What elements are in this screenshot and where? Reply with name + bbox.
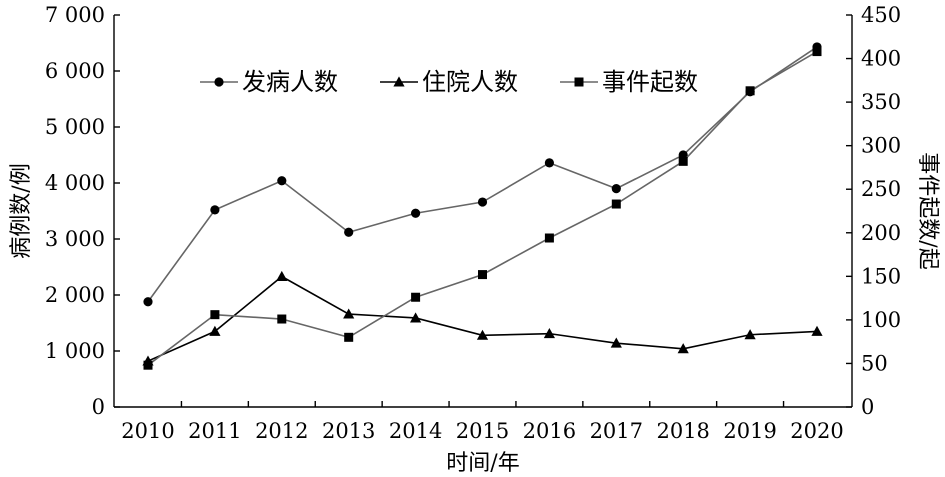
series-line	[147, 275, 818, 362]
data-point-circle	[544, 158, 555, 168]
data-point-circle	[143, 297, 153, 307]
data-point-circle	[277, 176, 287, 186]
y-left-tick-label: 6 000	[45, 59, 105, 83]
legend-marker-triangle	[393, 76, 405, 87]
x-tick-label: 2015	[456, 419, 509, 443]
x-axis-title: 时间/年	[446, 451, 519, 476]
data-point-square	[277, 314, 287, 324]
data-point-square	[611, 199, 621, 209]
x-tick-label: 2016	[523, 419, 576, 443]
y-left-tick-label: 4 000	[45, 171, 105, 195]
data-point-circle	[611, 184, 621, 194]
data-point-circle	[477, 197, 488, 207]
y-left-tick-label: 7 000	[45, 3, 105, 27]
y-right-tick-label: 150	[861, 264, 901, 288]
axes: 0 1 000 2 000 3 000 4 000 5 000 6 000 7 000 0 50 1…	[9, 3, 940, 476]
data-point-triangle	[744, 329, 756, 340]
data-point-triangle	[476, 329, 489, 340]
y-right-tick-label: 350	[861, 90, 901, 114]
data-point-square	[344, 332, 354, 342]
legend-item: 事件起数	[560, 68, 698, 96]
series-1	[142, 270, 823, 366]
data-point-triangle	[811, 325, 823, 336]
y-axis-left-title: 病例数/例	[9, 163, 34, 258]
y-right-tick-label: 300	[861, 134, 901, 158]
x-tick-label: 2017	[590, 419, 643, 443]
data-point-square	[411, 292, 421, 302]
x-tick-label: 2020	[790, 419, 843, 443]
x-tick-label: 2018	[656, 419, 709, 443]
y-left-tick-label: 2 000	[45, 283, 105, 307]
series-line	[147, 50, 818, 366]
y-right-tick-label: 250	[861, 177, 901, 201]
data-point-triangle	[677, 343, 689, 354]
y-right-tick-label: 100	[861, 308, 901, 332]
y-left-tick-label: 3 000	[45, 227, 105, 251]
legend-label: 事件起数	[602, 68, 698, 96]
y-left-tick-label: 0	[92, 395, 105, 419]
legend-marker-square	[574, 77, 584, 87]
data-point-square	[143, 360, 153, 370]
data-point-square	[478, 270, 487, 280]
x-tick-label: 2010	[121, 419, 174, 443]
x-tick-label: 2019	[723, 419, 776, 443]
y-right-tick-label: 200	[861, 221, 901, 245]
legend-item: 住院人数	[380, 68, 518, 96]
y-right-tick-label: 400	[861, 47, 901, 71]
data-point-triangle	[610, 337, 622, 348]
x-tick-label: 2013	[322, 419, 375, 443]
data-point-circle	[411, 208, 421, 218]
x-tick-label: 2012	[255, 419, 308, 443]
legend-marker-circle	[214, 77, 224, 87]
data-point-square	[745, 86, 755, 96]
y-right-tick-label: 450	[861, 3, 901, 27]
series-2	[143, 47, 822, 370]
x-tick-label: 2011	[188, 419, 241, 443]
y-axis-right-title: 事件起数/起	[915, 152, 940, 269]
y-left-tick-label: 5 000	[45, 115, 105, 139]
x-tick-label: 2014	[389, 419, 442, 443]
data-point-triangle	[209, 325, 221, 336]
data-point-triangle	[343, 308, 355, 319]
data-point-square	[210, 310, 220, 320]
data-point-square	[812, 47, 822, 57]
y-left-tick-label: 1 000	[45, 339, 105, 363]
legend: 发病人数 住院人数 事件起数	[200, 68, 698, 96]
legend-label: 住院人数	[422, 68, 518, 96]
legend-label: 发病人数	[242, 68, 338, 96]
legend-item: 发病人数	[200, 68, 338, 96]
y-right-tick-label: 0	[861, 395, 874, 419]
y-right-tick-label: 50	[861, 351, 888, 375]
data-point-square	[544, 233, 554, 243]
data-point-triangle	[276, 270, 288, 281]
data-point-triangle	[410, 312, 422, 323]
data-point-circle	[344, 227, 354, 237]
series-group	[142, 42, 823, 370]
data-point-triangle	[543, 328, 555, 339]
data-point-square	[678, 156, 688, 166]
data-point-circle	[210, 205, 220, 215]
